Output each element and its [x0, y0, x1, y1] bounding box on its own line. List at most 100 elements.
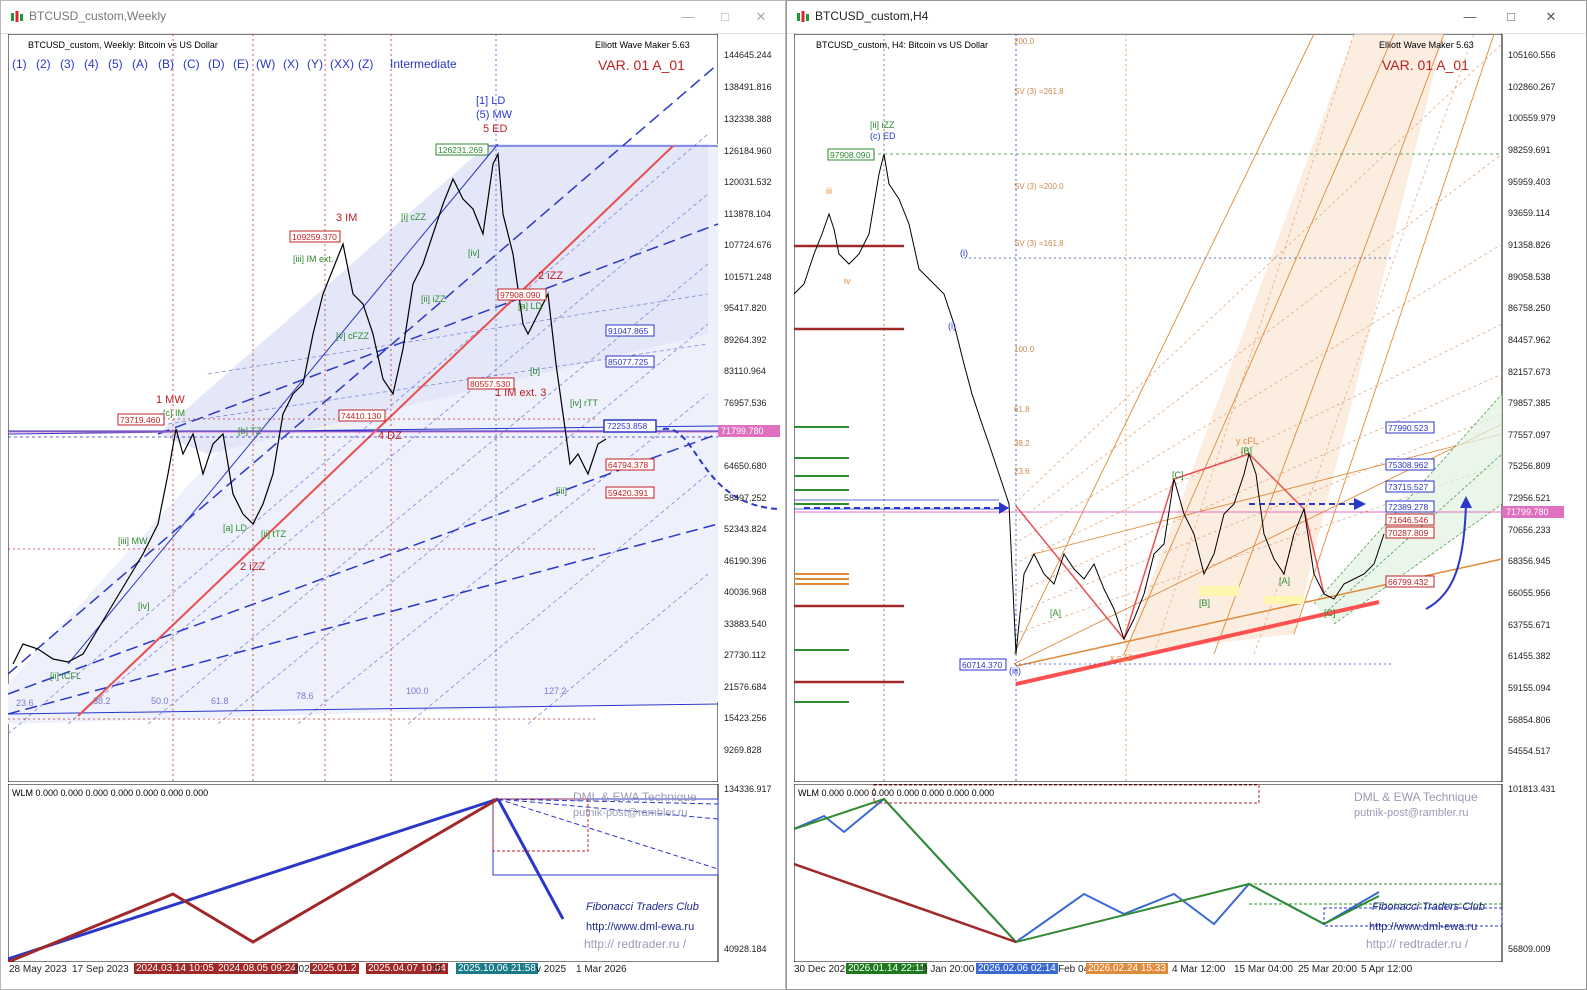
- svg-text:[ii] tTZ: [ii] tTZ: [261, 529, 286, 539]
- svg-text:(iii): (iii): [1009, 666, 1021, 676]
- svg-text:91358.826: 91358.826: [1508, 240, 1551, 250]
- weekly-chart-window[interactable]: BTCUSD_custom,Weekly — □ ✕: [0, 0, 786, 990]
- weekly-wlm-indicator[interactable]: WLM 0.000 0.000 0.000 0.000 0.000 0.000 …: [8, 784, 784, 962]
- svg-text:70287.809: 70287.809: [1388, 528, 1428, 538]
- svg-text:[ii] iZZ: [ii] iZZ: [421, 294, 446, 304]
- svg-text:76957.536: 76957.536: [724, 398, 767, 408]
- svg-text:4 DZ: 4 DZ: [378, 430, 402, 442]
- svg-text:50.0: 50.0: [151, 696, 169, 706]
- svg-text:33883.540: 33883.540: [724, 619, 767, 629]
- svg-text:[c] IM: [c] IM: [163, 408, 185, 418]
- svg-text:(3): (3): [60, 57, 75, 71]
- window-titlebar[interactable]: BTCUSD_custom,Weekly — □ ✕: [1, 1, 785, 34]
- svg-text:73719.460: 73719.460: [120, 415, 160, 425]
- svg-text:72956.521: 72956.521: [1508, 493, 1551, 503]
- h4-chart-window[interactable]: BTCUSD_custom,H4 — □ ✕: [786, 0, 1587, 990]
- url-dml[interactable]: http://www.dml-ewa.ru: [1369, 921, 1477, 933]
- svg-text:97908.090: 97908.090: [500, 290, 540, 300]
- svg-text:66055.956: 66055.956: [1508, 588, 1551, 598]
- svg-text:134336.917: 134336.917: [724, 784, 772, 794]
- svg-text:[ii] tCFL: [ii] tCFL: [50, 671, 81, 681]
- svg-text:68356.945: 68356.945: [1508, 556, 1551, 566]
- wave-labels: [1] LD (5) MW 5 ED 3 IM [i] cZZ [iii] IM…: [50, 95, 598, 681]
- svg-text:74410.130: 74410.130: [341, 411, 381, 421]
- svg-text:101571.248: 101571.248: [724, 272, 772, 282]
- svg-text:38.2: 38.2: [93, 696, 111, 706]
- svg-text:(W): (W): [256, 57, 275, 71]
- fib-retracement-labels: 23.6 38.2 50.0 61.8 78.6 100.0 127.2: [16, 686, 567, 708]
- svg-text:SV (3) =200.0: SV (3) =200.0: [1014, 182, 1064, 191]
- svg-text:(i): (i): [948, 321, 956, 331]
- minimize-button[interactable]: —: [681, 9, 695, 24]
- svg-text:iii: iii: [826, 186, 832, 196]
- svg-text:63755.671: 63755.671: [1508, 620, 1551, 630]
- svg-text:75256.809: 75256.809: [1508, 461, 1551, 471]
- svg-text:89264.392: 89264.392: [724, 335, 767, 345]
- wlm-label: WLM 0.000 0.000 0.000 0.000 0.000 0.000 …: [12, 788, 208, 798]
- svg-text:109259.370: 109259.370: [292, 232, 337, 242]
- window-title: BTCUSD_custom,H4: [815, 9, 929, 23]
- svg-text:77557.097: 77557.097: [1508, 430, 1551, 440]
- minimize-button[interactable]: —: [1463, 9, 1477, 24]
- svg-text:77990.523: 77990.523: [1388, 423, 1428, 433]
- close-button[interactable]: ✕: [1545, 9, 1557, 24]
- svg-text:89058.538: 89058.538: [1508, 272, 1551, 282]
- svg-text:x cZZ: x cZZ: [1110, 653, 1133, 663]
- chart-header: BTCUSD_custom, H4: Bitcoin vs US Dollar: [816, 40, 988, 50]
- svg-text:[iv]: [iv]: [468, 248, 480, 258]
- svg-text:83110.964: 83110.964: [724, 366, 766, 376]
- chart-window-icon: [797, 11, 809, 22]
- svg-text:73715.527: 73715.527: [1388, 482, 1428, 492]
- svg-text:9269.828: 9269.828: [724, 745, 762, 755]
- svg-text:72389.278: 72389.278: [1388, 502, 1428, 512]
- svg-text:(i): (i): [960, 248, 968, 258]
- variant-label: VAR. 01 A_01: [1382, 57, 1469, 73]
- svg-text:[A]: [A]: [1050, 608, 1061, 618]
- svg-text:64650.680: 64650.680: [724, 461, 767, 471]
- h4-price-chart[interactable]: 100.0 61.8 38.2 23.6 200.0 SV (3) =261.8…: [794, 34, 1584, 782]
- price-tags-in-chart: 97908.090 60714.370 77990.523 75308.962 …: [827, 148, 1435, 671]
- svg-text:144645.244: 144645.244: [724, 50, 772, 60]
- h4-time-axis: 30 Dec 2025 2026.01.14 22:11 0 Jan 20:00…: [794, 963, 1413, 975]
- url-dml[interactable]: http://www.dml-ewa.ru: [586, 921, 694, 933]
- watermark-title: DML & EWA Technique: [573, 790, 697, 804]
- window-titlebar[interactable]: BTCUSD_custom,H4 — □ ✕: [787, 1, 1586, 34]
- svg-text:100.0: 100.0: [1014, 345, 1035, 354]
- svg-text:(D): (D): [208, 57, 225, 71]
- indicator-name: Elliott Wave Maker 5.63: [595, 40, 690, 50]
- maximize-button[interactable]: □: [721, 9, 729, 24]
- degree-buttons[interactable]: (1) (2) (3) (4) (5) (A) (B) (C) (D) (E) …: [12, 57, 457, 71]
- window-title: BTCUSD_custom,Weekly: [29, 9, 167, 23]
- svg-text:(A): (A): [132, 57, 148, 71]
- svg-text:y cFL: y cFL: [1236, 436, 1258, 446]
- url-redtrader[interactable]: http:// redtrader.ru /: [584, 937, 687, 951]
- svg-text:SV (3) =161.8: SV (3) =161.8: [1014, 239, 1064, 248]
- svg-text:[iv]: [iv]: [138, 601, 150, 611]
- url-redtrader[interactable]: http:// redtrader.ru /: [1366, 937, 1469, 951]
- indicator-name: Elliott Wave Maker 5.63: [1379, 40, 1474, 50]
- svg-text:102860.267: 102860.267: [1508, 82, 1556, 92]
- svg-text:52343.824: 52343.824: [724, 524, 767, 534]
- svg-text:101813.431: 101813.431: [1508, 784, 1556, 794]
- svg-text:59155.094: 59155.094: [1508, 683, 1551, 693]
- svg-text:79857.385: 79857.385: [1508, 398, 1551, 408]
- club-label: Fibonacci Traders Club: [1372, 901, 1485, 913]
- maximize-button[interactable]: □: [1507, 9, 1515, 24]
- svg-text:(2): (2): [36, 57, 51, 71]
- weekly-price-chart[interactable]: 23.6 38.2 50.0 61.8 78.6 100.0 127.2 BTC…: [8, 34, 784, 782]
- svg-text:23.6: 23.6: [1014, 467, 1030, 476]
- svg-text:[A]: [A]: [1279, 576, 1290, 586]
- close-button[interactable]: ✕: [755, 9, 767, 24]
- svg-text:60714.370: 60714.370: [962, 660, 1002, 670]
- weekly-price-line: [12, 151, 607, 665]
- svg-text:56854.806: 56854.806: [1508, 715, 1551, 725]
- svg-text:(5) MW: (5) MW: [476, 109, 513, 121]
- svg-text:78.6: 78.6: [296, 691, 314, 701]
- svg-text:3 IM: 3 IM: [336, 212, 357, 224]
- svg-text:[iii] MW: [iii] MW: [118, 536, 148, 546]
- h4-wlm-indicator[interactable]: WLM 0.000 0.000 0.000 0.000 0.000 0.000 …: [794, 784, 1584, 962]
- svg-text:(5): (5): [108, 57, 123, 71]
- svg-text:82157.673: 82157.673: [1508, 367, 1551, 377]
- wave-labels: [ii] iZZ (c) ED iii iv (i) (i) (iii) y c…: [826, 120, 1336, 676]
- svg-text:72253.858: 72253.858: [607, 421, 647, 431]
